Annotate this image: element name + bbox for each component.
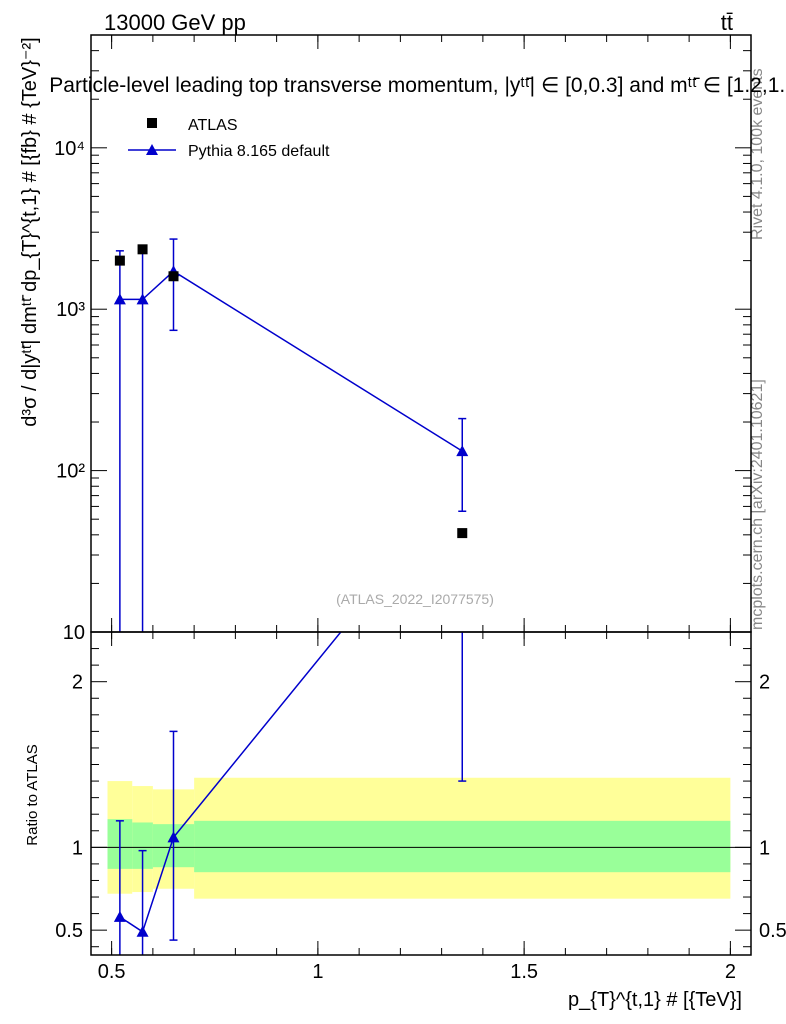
x-axis-label: p_{T}^{t,1} # [{TeV}] [568,989,742,1011]
ratio-data-point [136,925,149,937]
ratio-y-tick-label: 1 [72,837,83,859]
atlas-data-point [114,255,125,266]
main-plot-area [113,238,469,632]
ratio-y-tick-label-right: 1 [759,837,770,859]
ratio-y-tick-label-right: 0.5 [759,920,786,942]
ratio-frame [90,631,752,956]
mc-data-point [113,293,126,305]
main-axis-ticks: 10 10² 10³ 10⁴ [54,34,751,644]
main-panel: 10 10² 10³ 10⁴ [54,34,752,644]
mc-data-point [136,293,149,305]
ratio-y-axis-label: Ratio to ATLAS [24,744,41,845]
atlas-data-point [457,528,468,539]
mc-series-line [119,270,463,452]
uncertainty-band-inner [132,822,153,869]
process-label: tt̄ [721,10,733,35]
main-y-tick-label: 10 [63,622,85,644]
plot-title: Particle-level leading top transverse mo… [49,74,786,97]
mcplots-label: mcplots.cern.ch [arXiv:2401.10621] [749,379,766,630]
ratio-x-tick-label: 1 [312,961,323,983]
main-y-axis-label: d³σ / d|yᵗᵗ̄| dmᵗᵗ̄ dp_{T}^{t,1} # [{fb}… [19,37,41,426]
ratio-y-tick-label: 0.5 [55,920,83,942]
main-y-tick-label: 10² [56,461,85,483]
main-y-tick-label: 10³ [56,299,85,321]
ratio-x-tick-label: 1.5 [510,961,538,983]
atlas-data-point [137,244,148,255]
ratio-data-point [167,831,180,843]
ratio-x-tick-label: 2 [725,961,736,983]
ratio-panel: 0.5 1 1.5 2 0.5 0.5 1 1 2 2 [55,631,786,983]
uncertainty-band-inner [194,820,731,873]
ratio-series-line [119,632,342,933]
ratio-plot-area [91,632,751,955]
ratio-x-tick-label: 0.5 [98,961,126,983]
energy-label: 13000 GeV pp [104,10,246,35]
analysis-watermark: (ATLAS_2022_I2077575) [336,591,494,607]
legend-mc-marker [146,144,158,155]
ratio-y-tick-label: 2 [72,672,83,694]
rivet-label: Rivet 4.1.0, 100k events [749,68,766,240]
ratio-axis-ticks: 0.5 1 1.5 2 0.5 0.5 1 1 2 2 [55,632,786,983]
legend-mc-label: Pythia 8.165 default [188,143,330,160]
ratio-data-point [113,910,126,922]
atlas-data-point [168,271,179,282]
legend: ATLAS Pythia 8.165 default [128,117,330,160]
legend-atlas-label: ATLAS [188,117,238,134]
main-y-tick-label: 10⁴ [54,138,85,160]
mc-data-point [456,445,469,457]
ratio-y-tick-label-right: 2 [759,672,770,694]
legend-atlas-marker [147,118,157,128]
